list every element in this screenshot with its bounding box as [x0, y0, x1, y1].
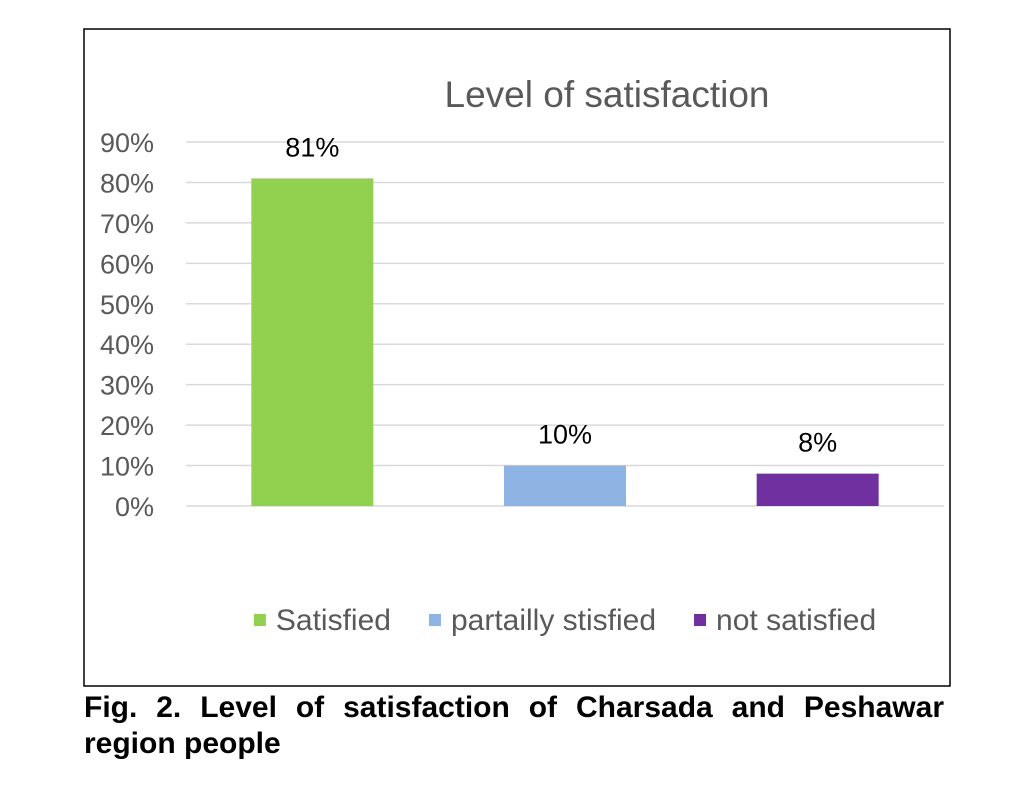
legend-item: Satisfied	[253, 604, 391, 637]
legend-swatch	[253, 614, 266, 626]
y-tick-label: 40%	[100, 330, 154, 360]
bars	[251, 178, 879, 506]
legend-label: Satisfied	[276, 604, 391, 637]
bar	[251, 178, 374, 506]
data-labels: 81% 10% 8%	[285, 132, 837, 457]
legend-swatch	[428, 614, 441, 626]
legend-swatch	[694, 614, 707, 626]
bar	[504, 465, 626, 506]
figure-caption: Fig. 2. Level of satisfaction of Charsad…	[84, 691, 944, 760]
chart-title: Level of satisfaction	[445, 74, 770, 115]
data-label: 10%	[538, 420, 592, 450]
y-tick-label: 60%	[100, 249, 154, 279]
y-tick-label: 90%	[100, 128, 154, 158]
y-tick-label: 20%	[100, 411, 154, 441]
legend-item: not satisfied	[694, 604, 876, 637]
y-tick-label: 70%	[100, 209, 154, 239]
legend: Satisfied partailly stisfied not satisfied	[253, 604, 876, 637]
data-label: 81%	[285, 132, 339, 162]
y-tick-label: 0%	[115, 492, 154, 522]
legend-item: partailly stisfied	[428, 604, 656, 637]
legend-label: partailly stisfied	[451, 604, 656, 637]
y-tick-label: 10%	[100, 452, 154, 482]
y-axis-tick-labels: 0% 10% 20% 30% 40% 50% 60% 70% 80% 90%	[100, 128, 154, 522]
bar	[756, 473, 879, 506]
chart-frame	[83, 28, 951, 687]
y-tick-label: 80%	[100, 168, 154, 198]
legend-label: not satisfied	[716, 604, 876, 637]
data-label: 8%	[798, 428, 837, 458]
y-tick-label: 50%	[100, 290, 154, 320]
y-tick-label: 30%	[100, 371, 154, 401]
